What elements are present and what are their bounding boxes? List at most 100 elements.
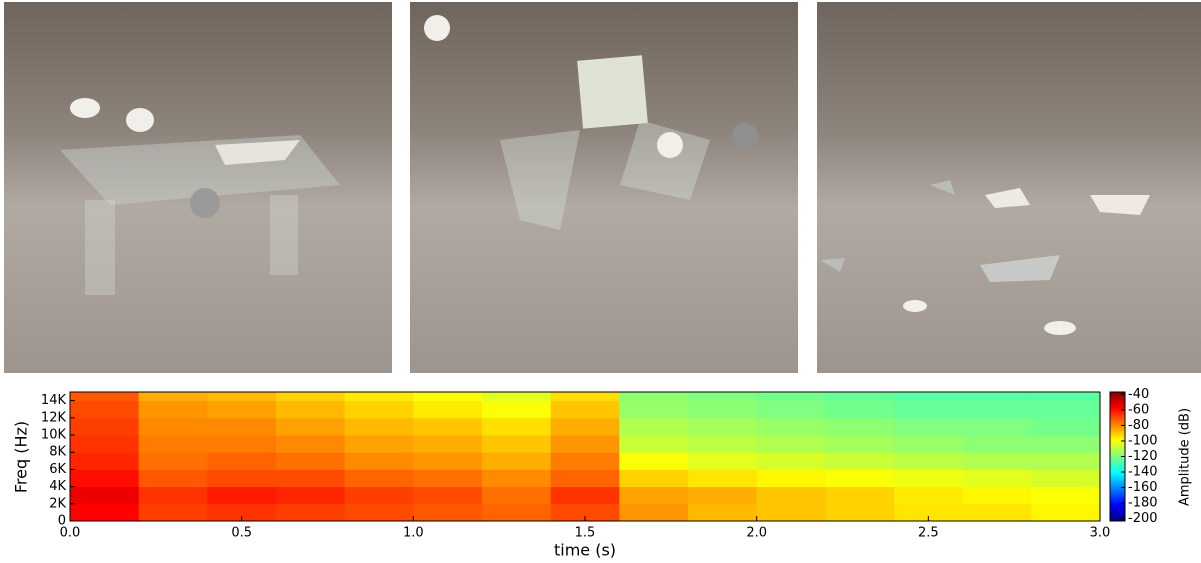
spectrogram-cell xyxy=(551,401,620,419)
spectrogram-cell xyxy=(688,452,757,470)
spectrogram-cell xyxy=(757,418,826,436)
spectrogram-cell xyxy=(688,504,757,522)
y-tick-label: 14K xyxy=(41,393,67,408)
x-tick-label: 1.5 xyxy=(575,526,596,541)
spectrogram-cell xyxy=(139,487,208,505)
spectrogram-cell xyxy=(276,392,345,401)
spectrogram-cell xyxy=(963,504,1032,522)
spectrogram-cell xyxy=(894,487,963,505)
colorbar-tick-label: -140 xyxy=(1128,465,1158,480)
colorbar-tick-label: -200 xyxy=(1128,511,1158,526)
spectrogram-cell xyxy=(139,418,208,436)
spectrogram-cell xyxy=(207,392,276,401)
x-tick-label: 0.5 xyxy=(231,526,252,541)
y-tick-label: 10K xyxy=(41,428,67,443)
spectrogram-cell xyxy=(619,504,688,522)
spectrogram-cell xyxy=(207,487,276,505)
spectrogram-cell xyxy=(207,469,276,487)
spectrogram-cell xyxy=(688,392,757,401)
spectrogram-cell xyxy=(1031,392,1100,401)
spectrogram-cell xyxy=(482,401,551,419)
spectrogram-cell xyxy=(688,418,757,436)
spectrogram-cell xyxy=(551,418,620,436)
spectrogram-cell xyxy=(963,469,1032,487)
spectrogram-cell xyxy=(70,435,139,453)
spectrogram-cell xyxy=(1031,435,1100,453)
spectrogram-cell xyxy=(619,392,688,401)
y-tick-label: 12K xyxy=(41,410,67,425)
spectrogram-cell xyxy=(963,401,1032,419)
spectrogram-cell xyxy=(757,504,826,522)
spectrogram-cell xyxy=(894,401,963,419)
page: 0.00.51.01.52.02.53.002K4K6K8K10K12K14K-… xyxy=(0,0,1201,563)
spectrogram-cell xyxy=(1031,401,1100,419)
x-tick-label: 1.0 xyxy=(403,526,424,541)
spectrogram-cell xyxy=(413,504,482,522)
spectrogram-cell xyxy=(963,487,1032,505)
render-panel xyxy=(817,2,1201,373)
spectrogram-cell xyxy=(207,401,276,419)
spectrogram-cell xyxy=(70,487,139,505)
spectrogram-cell xyxy=(207,435,276,453)
render-panel xyxy=(410,2,798,373)
spectrogram-cell xyxy=(551,435,620,453)
render-panel xyxy=(4,2,392,373)
spectrogram-cell xyxy=(139,469,208,487)
x-tick-label: 2.0 xyxy=(746,526,767,541)
colorbar-tick-label: -120 xyxy=(1128,449,1158,464)
figure: 0.00.51.01.52.02.53.002K4K6K8K10K12K14K-… xyxy=(0,0,1201,563)
spectrogram-cell xyxy=(1031,469,1100,487)
spectrogram-cell xyxy=(413,452,482,470)
colorbar-tick-label: -80 xyxy=(1128,418,1149,433)
spectrogram-cell xyxy=(276,435,345,453)
spectrogram-cell xyxy=(825,452,894,470)
spectrogram-cell xyxy=(276,469,345,487)
spectrogram-cell xyxy=(70,392,139,401)
spectrogram-cell xyxy=(276,487,345,505)
spectrogram-cell xyxy=(413,469,482,487)
spectrogram-cell xyxy=(482,469,551,487)
spectrogram-cell xyxy=(825,401,894,419)
spectrogram-cell xyxy=(1031,418,1100,436)
spectrogram-cell xyxy=(413,418,482,436)
spectrogram-cell xyxy=(276,504,345,522)
spectrogram-cell xyxy=(688,435,757,453)
colorbar-tick-label: -40 xyxy=(1128,387,1149,402)
spectrogram-cell xyxy=(482,418,551,436)
spectrogram-cell xyxy=(688,469,757,487)
y-tick-label: 0 xyxy=(58,514,66,529)
spectrogram-cell xyxy=(1031,452,1100,470)
spectrogram-cell xyxy=(825,469,894,487)
colorbar-tick-label: -160 xyxy=(1128,480,1158,495)
spectrogram-cell xyxy=(551,392,620,401)
spectrogram-cell xyxy=(619,418,688,436)
spectrogram-cell xyxy=(757,435,826,453)
y-tick-label: 8K xyxy=(49,445,66,460)
spectrogram-cell xyxy=(757,452,826,470)
spectrogram-cell xyxy=(345,469,414,487)
spectrogram-cell xyxy=(482,504,551,522)
spectrogram-cell xyxy=(894,392,963,401)
spectrogram-cell xyxy=(70,469,139,487)
spectrogram-cell xyxy=(757,487,826,505)
y-tick-label: 2K xyxy=(49,496,66,511)
spectrogram-cell xyxy=(139,504,208,522)
spectrogram-cell xyxy=(619,435,688,453)
spectrogram-cell xyxy=(345,401,414,419)
colorbar-tick-label: -180 xyxy=(1128,496,1158,511)
spectrogram-cell xyxy=(619,487,688,505)
y-axis-label: Freq (Hz) xyxy=(12,421,31,493)
spectrogram-cell xyxy=(139,401,208,419)
spectrogram-cell xyxy=(345,487,414,505)
spectrogram-cell xyxy=(413,392,482,401)
spectrogram-cell xyxy=(619,469,688,487)
colorbar-tick-label: -100 xyxy=(1128,433,1158,448)
spectrogram-cell xyxy=(894,469,963,487)
spectrogram-cell xyxy=(894,418,963,436)
spectrogram-cell xyxy=(207,452,276,470)
spectrogram-cell xyxy=(894,452,963,470)
spectrogram-cell xyxy=(688,401,757,419)
spectrogram-cell xyxy=(413,401,482,419)
spectrogram-cell xyxy=(963,435,1032,453)
